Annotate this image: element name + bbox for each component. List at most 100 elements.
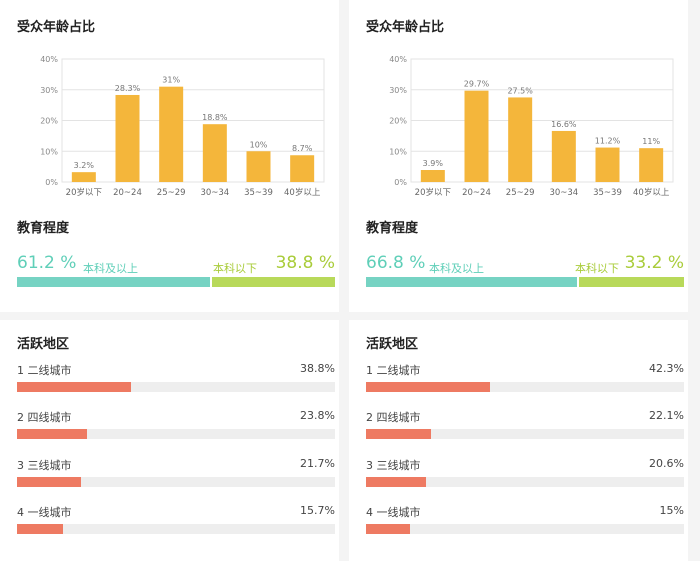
x-tick-label: 20~24 bbox=[462, 188, 491, 198]
region-row: 2 四线城市 22.1% bbox=[366, 409, 684, 449]
region-label: 2 四线城市 bbox=[17, 411, 72, 424]
bar bbox=[464, 90, 489, 182]
region-value: 22.1% bbox=[649, 409, 684, 422]
region-bar-fill bbox=[366, 524, 411, 534]
y-tick-label: 40% bbox=[40, 55, 58, 64]
region-bar-track bbox=[17, 382, 335, 392]
y-tick-label: 10% bbox=[389, 147, 407, 156]
bar bbox=[159, 86, 184, 182]
region-bar-track bbox=[17, 429, 335, 439]
region-bar-fill bbox=[366, 382, 491, 392]
education-bar bbox=[366, 277, 684, 287]
region-card: 活跃地区 1 二线城市 38.8% 2 四线城市 23.8% 3 三线城市 21… bbox=[0, 320, 339, 561]
region-row: 2 四线城市 23.8% bbox=[17, 409, 335, 449]
bar-value-label: 18.8% bbox=[202, 113, 228, 122]
edu-above-label: 本科及以上 bbox=[83, 262, 138, 275]
region-row: 1 二线城市 38.8% bbox=[17, 362, 335, 402]
edu-above-label: 本科及以上 bbox=[429, 262, 484, 275]
bar-value-label: 3.2% bbox=[74, 161, 95, 170]
edu-above-segment bbox=[17, 277, 211, 287]
bar bbox=[115, 94, 140, 182]
bar-value-label: 31% bbox=[162, 76, 180, 85]
region-bar-track bbox=[366, 524, 684, 534]
y-tick-label: 10% bbox=[40, 147, 58, 156]
region-label: 4 一线城市 bbox=[17, 506, 72, 519]
bar-value-label: 27.5% bbox=[507, 86, 533, 95]
region-bar-fill bbox=[17, 477, 81, 487]
x-tick-label: 30~34 bbox=[549, 188, 578, 198]
region-bar-fill bbox=[366, 429, 431, 439]
x-tick-label: 30~34 bbox=[200, 188, 229, 198]
region-value: 15.7% bbox=[300, 504, 335, 517]
region-label: 3 三线城市 bbox=[17, 459, 72, 472]
y-tick-label: 30% bbox=[389, 86, 407, 95]
age-bar-chart: 0% 10% 20% 30% 40% 3.2% 20岁以下 28.3% 20~24 31% 25~2… bbox=[40, 55, 325, 198]
education-bar bbox=[17, 277, 335, 287]
region-row: 4 一线城市 15.7% bbox=[17, 504, 335, 544]
region-label: 1 二线城市 bbox=[366, 364, 421, 377]
x-tick-label: 20岁以下 bbox=[66, 187, 103, 198]
region-bar-track bbox=[17, 477, 335, 487]
x-tick-label: 35~39 bbox=[593, 188, 622, 198]
region-value: 42.3% bbox=[649, 362, 684, 375]
age-card: 受众年龄占比 0% 10% 20% 30% 40% 3.9% 20岁以下 29.7% 20~24… bbox=[349, 0, 688, 202]
education-card: 教育程度 61.2 % 本科及以上 本科以下 38.8 % bbox=[0, 202, 339, 312]
edu-below-label: 本科以下 bbox=[575, 262, 619, 275]
y-tick-label: 0% bbox=[45, 178, 58, 187]
y-tick-label: 20% bbox=[389, 117, 407, 126]
edu-below-segment bbox=[579, 277, 684, 287]
bar bbox=[639, 148, 664, 182]
region-title: 活跃地区 bbox=[17, 337, 70, 352]
region-label: 3 三线城市 bbox=[366, 459, 421, 472]
region-value: 21.7% bbox=[300, 457, 335, 470]
x-tick-label: 20~24 bbox=[113, 188, 142, 198]
education-title: 教育程度 bbox=[366, 221, 419, 236]
edu-below-segment bbox=[212, 277, 335, 287]
education-title: 教育程度 bbox=[17, 221, 70, 236]
bar-value-label: 11% bbox=[642, 137, 660, 146]
bar-value-label: 11.2% bbox=[595, 137, 621, 146]
region-bar-fill bbox=[17, 429, 87, 439]
x-tick-label: 35~39 bbox=[244, 188, 273, 198]
region-row: 4 一线城市 15% bbox=[366, 504, 684, 544]
region-bar-track bbox=[17, 524, 335, 534]
edu-above-segment bbox=[366, 277, 578, 287]
region-label: 1 二线城市 bbox=[17, 364, 72, 377]
y-tick-label: 40% bbox=[389, 55, 407, 64]
region-bar-track bbox=[366, 382, 684, 392]
region-label: 2 四线城市 bbox=[366, 411, 421, 424]
region-row: 1 二线城市 42.3% bbox=[366, 362, 684, 402]
bar-value-label: 29.7% bbox=[464, 80, 490, 89]
bar-value-label: 16.6% bbox=[551, 120, 577, 129]
age-chart-title: 受众年龄占比 bbox=[17, 20, 96, 35]
y-tick-label: 0% bbox=[394, 178, 407, 187]
bar-value-label: 10% bbox=[250, 140, 268, 149]
region-card: 活跃地区 1 二线城市 42.3% 2 四线城市 22.1% 3 三线城市 20… bbox=[349, 320, 688, 561]
edu-above-percent: 61.2 % bbox=[17, 253, 77, 273]
bar bbox=[420, 170, 445, 182]
age-chart-title: 受众年龄占比 bbox=[366, 20, 445, 35]
x-tick-label: 20岁以下 bbox=[415, 187, 452, 198]
region-bar-track bbox=[366, 429, 684, 439]
y-tick-label: 20% bbox=[40, 117, 58, 126]
region-row: 3 三线城市 21.7% bbox=[17, 457, 335, 497]
bar bbox=[290, 155, 315, 182]
bar-value-label: 28.3% bbox=[115, 84, 141, 93]
region-row: 3 三线城市 20.6% bbox=[366, 457, 684, 497]
region-bar-fill bbox=[17, 524, 64, 534]
age-bar-chart: 0% 10% 20% 30% 40% 3.9% 20岁以下 29.7% 20~24 27.5% 25… bbox=[389, 55, 674, 198]
x-tick-label: 25~29 bbox=[506, 188, 535, 198]
y-tick-label: 30% bbox=[40, 86, 58, 95]
region-bar-fill bbox=[366, 477, 427, 487]
bar bbox=[508, 97, 533, 182]
x-tick-label: 40岁以上 bbox=[284, 187, 321, 198]
bar-value-label: 8.7% bbox=[292, 144, 313, 153]
x-tick-label: 40岁以上 bbox=[633, 187, 670, 198]
bar-value-label: 3.9% bbox=[423, 159, 444, 168]
right-panel: 受众年龄占比 0% 10% 20% 30% 40% 3.9% 20岁以下 29.7% 20~24… bbox=[349, 0, 688, 561]
x-tick-label: 25~29 bbox=[157, 188, 186, 198]
region-value: 23.8% bbox=[300, 409, 335, 422]
region-label: 4 一线城市 bbox=[366, 506, 421, 519]
region-value: 15% bbox=[659, 504, 684, 517]
region-value: 38.8% bbox=[300, 362, 335, 375]
